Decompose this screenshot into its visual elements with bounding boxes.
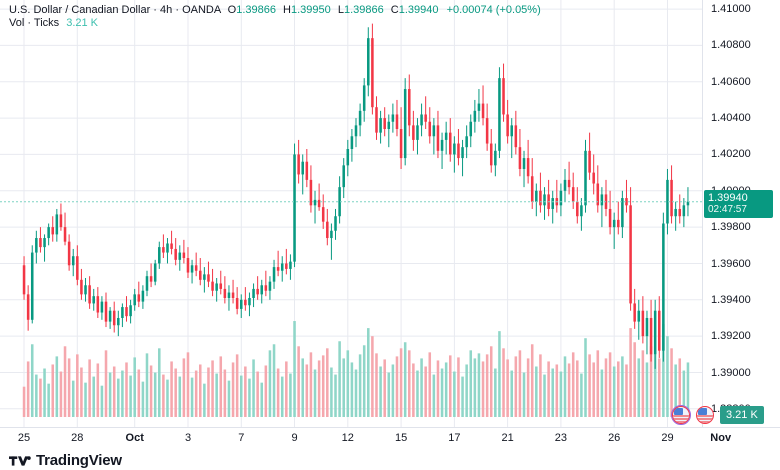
interval-label[interactable]: 4h [160, 4, 173, 16]
time-axis-label: 9 [291, 432, 298, 444]
open-value: 1.39866 [236, 4, 276, 16]
price-axis-label: 1.39800 [711, 221, 751, 234]
price-axis-label: 1.41000 [711, 3, 751, 16]
price-axis-label: 1.39200 [711, 330, 751, 343]
price-axis-label: 1.39400 [711, 293, 751, 306]
exchange-label[interactable]: OANDA [182, 4, 221, 16]
price-axis-label: 1.39600 [711, 257, 751, 270]
bar-countdown: 02:47:57 [708, 203, 747, 215]
time-axis-label: 17 [448, 432, 461, 444]
price-scale[interactable]: 1.39940 02:47:57 1.41000 1.40800 1.40600 1.… [702, 0, 780, 427]
time-axis-label: 26 [608, 432, 621, 444]
time-axis-label: 29 [661, 432, 674, 444]
time-axis-label: 28 [71, 432, 84, 444]
flag-canton [674, 408, 683, 415]
volume-title[interactable]: Vol [9, 17, 25, 29]
price-axis-label: 1.40200 [711, 148, 751, 161]
volume-value: 3.21 K [66, 17, 99, 29]
symbol-name[interactable]: U.S. Dollar / Canadian Dollar [9, 4, 151, 16]
time-axis-label: Nov [710, 432, 732, 444]
change-value: +0.00074 (+0.05%) [446, 4, 541, 16]
time-axis-label: Oct [125, 432, 144, 444]
cad-flag-icon[interactable] [696, 406, 714, 424]
price-axis-label: 1.40400 [711, 112, 751, 125]
legend-volume-row: Vol · Ticks 3.21 K [9, 17, 541, 30]
time-axis-label: 3 [184, 432, 192, 444]
price-axis-label: 1.40600 [711, 75, 751, 88]
chart-legend: U.S. Dollar / Canadian Dollar · 4h · OAN… [9, 4, 541, 30]
time-axis-label: 21 [501, 432, 514, 444]
volume-badge: 3.21 K [720, 406, 764, 424]
close-value: 1.39940 [398, 4, 439, 16]
flag-stripe [673, 421, 689, 423]
price-axis-label: 1.40800 [711, 39, 751, 52]
usd-flag-icon[interactable] [671, 405, 691, 425]
time-axis-label: 7 [238, 432, 245, 444]
tradingview-wordmark: TradingView [36, 452, 122, 469]
high-value: 1.39950 [291, 4, 331, 16]
legend-separator-2: · [175, 4, 180, 16]
flag-canton [698, 408, 707, 415]
price-axis-label: 1.39000 [711, 366, 751, 379]
time-axis-label: 23 [554, 432, 568, 444]
low-label: L [337, 4, 344, 16]
time-axis-label: 12 [341, 432, 354, 444]
candlestick-series[interactable] [0, 0, 702, 427]
close-label: C [390, 4, 399, 16]
flag-stripe [697, 418, 713, 420]
flag-stripe [697, 415, 713, 417]
flag-stripe [673, 415, 689, 417]
flag-stripe [697, 421, 713, 423]
high-label: H [283, 4, 291, 16]
time-axis-label: 25 [17, 432, 31, 444]
current-price-badge: 1.39940 02:47:57 [704, 189, 773, 218]
time-scale[interactable]: 25 28 Oct 3 7 9 12 15 17 21 23 26 29 Nov [0, 427, 780, 449]
legend-separator-1: · [153, 4, 157, 16]
time-axis-label: 15 [394, 432, 408, 444]
flag-stripe [673, 418, 689, 420]
chart-plot-area[interactable] [0, 0, 702, 427]
volume-source: Ticks [33, 17, 60, 29]
axis-badge-group: 3.21 K [671, 405, 764, 425]
open-label: O [227, 4, 237, 16]
volume-separator: · [27, 17, 32, 29]
tradingview-logo-icon [9, 455, 31, 466]
legend-symbol-row: U.S. Dollar / Canadian Dollar · 4h · OAN… [9, 4, 541, 17]
tradingview-branding: TradingView [9, 452, 122, 469]
low-value: 1.39866 [343, 4, 384, 16]
current-price-value: 1.39940 [708, 191, 748, 204]
